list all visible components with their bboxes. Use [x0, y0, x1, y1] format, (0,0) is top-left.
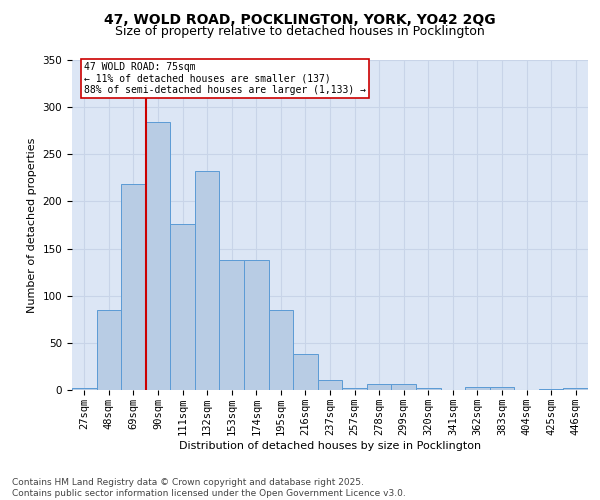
- Text: Size of property relative to detached houses in Pocklington: Size of property relative to detached ho…: [115, 25, 485, 38]
- Bar: [391, 384, 416, 390]
- Bar: [97, 310, 121, 390]
- Bar: [170, 224, 195, 390]
- Text: 47, WOLD ROAD, POCKLINGTON, YORK, YO42 2QG: 47, WOLD ROAD, POCKLINGTON, YORK, YO42 2…: [104, 12, 496, 26]
- Bar: [563, 388, 588, 390]
- X-axis label: Distribution of detached houses by size in Pocklington: Distribution of detached houses by size …: [179, 440, 481, 450]
- Bar: [293, 354, 318, 390]
- Bar: [465, 387, 490, 390]
- Bar: [195, 172, 220, 390]
- Bar: [269, 310, 293, 390]
- Bar: [539, 389, 563, 390]
- Bar: [146, 122, 170, 390]
- Bar: [490, 387, 514, 390]
- Bar: [318, 380, 342, 390]
- Bar: [72, 388, 97, 390]
- Bar: [220, 260, 244, 390]
- Bar: [244, 260, 269, 390]
- Bar: [416, 388, 440, 390]
- Bar: [367, 384, 391, 390]
- Text: 47 WOLD ROAD: 75sqm
← 11% of detached houses are smaller (137)
88% of semi-detac: 47 WOLD ROAD: 75sqm ← 11% of detached ho…: [84, 62, 366, 95]
- Y-axis label: Number of detached properties: Number of detached properties: [27, 138, 37, 312]
- Bar: [342, 388, 367, 390]
- Text: Contains HM Land Registry data © Crown copyright and database right 2025.
Contai: Contains HM Land Registry data © Crown c…: [12, 478, 406, 498]
- Bar: [121, 184, 146, 390]
